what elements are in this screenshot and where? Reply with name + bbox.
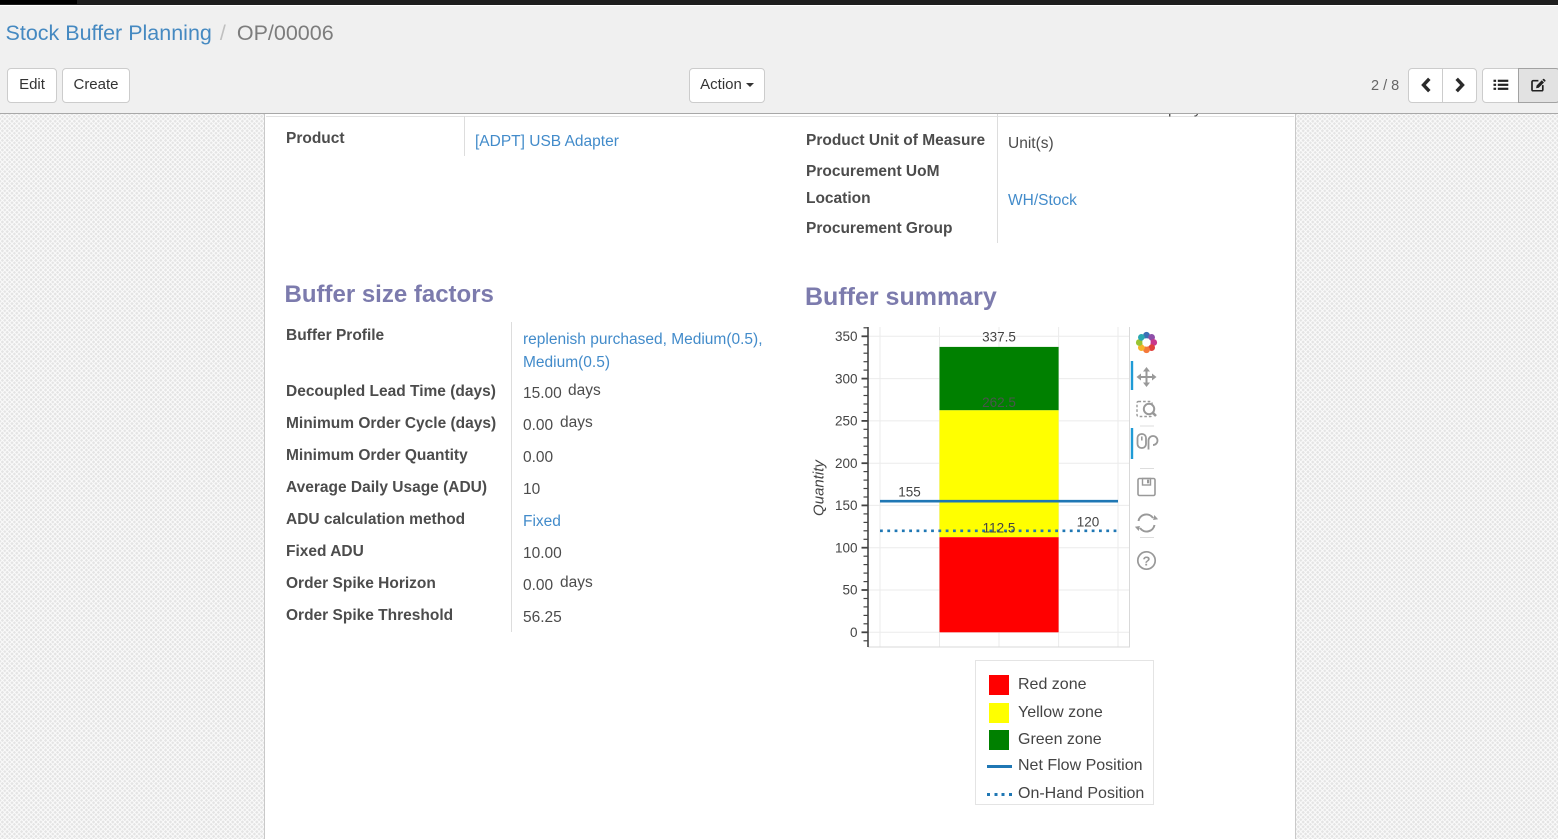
svg-text:50: 50 xyxy=(842,583,857,598)
svg-text:150: 150 xyxy=(835,498,858,513)
svg-text:155: 155 xyxy=(898,484,921,499)
svg-text:300: 300 xyxy=(835,371,858,386)
svg-text:200: 200 xyxy=(835,456,858,471)
svg-text:Quantity: Quantity xyxy=(811,459,828,516)
svg-text:100: 100 xyxy=(835,540,858,555)
svg-text:350: 350 xyxy=(835,329,858,344)
svg-text:112.5: 112.5 xyxy=(983,521,1016,536)
svg-text:?: ? xyxy=(1143,554,1151,569)
svg-text:262.5: 262.5 xyxy=(982,395,1016,410)
svg-text:337.5: 337.5 xyxy=(982,330,1016,345)
svg-text:250: 250 xyxy=(835,414,858,429)
svg-text:120: 120 xyxy=(1077,514,1100,529)
svg-text:0: 0 xyxy=(850,625,858,640)
